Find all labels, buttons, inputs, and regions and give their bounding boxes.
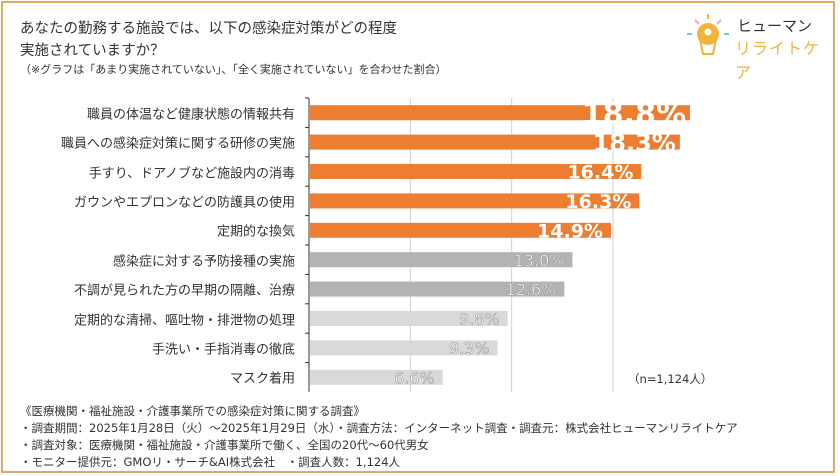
- lightbulb-logo-icon: [687, 14, 729, 55]
- question-line-1: あなたの勤務する施設では、以下の感染症対策がどの程度: [20, 21, 397, 37]
- bar: [310, 369, 443, 385]
- footer-line-3: ・モニター提供元：GMOリ・サーチ&AI株式会社 ・調査人数：1,124人: [20, 455, 401, 469]
- logo-text-2: リライトケア: [735, 39, 821, 82]
- bar: [310, 164, 642, 179]
- data-label: 18.3%: [593, 129, 676, 157]
- category-label: 定期的な換気: [216, 224, 295, 240]
- data-label: 16.4%: [567, 162, 633, 184]
- bar: [310, 105, 690, 121]
- question-note: （※グラフは「あまり実施されていない」、「全く実施されていない」を合わせた割合）: [20, 63, 447, 76]
- data-label: 16.3%: [565, 191, 631, 213]
- data-label: 18.8%: [582, 97, 686, 132]
- category-label: 職員の体温など健康状態の情報共有: [86, 107, 295, 123]
- data-label: 12.6%: [506, 280, 557, 299]
- data-label: 6.6%: [394, 368, 435, 387]
- bar: [310, 311, 508, 326]
- data-label: 14.9%: [537, 221, 603, 243]
- category-label: 感染症に対する予防接種の実施: [112, 254, 295, 270]
- logo-text-1: ヒューマン: [737, 17, 813, 35]
- category-label: 手すり、ドアノブなど施設内の消毒: [88, 166, 295, 181]
- footer-line-1: ・調査期間：2025年1月28日（火）～2025年1月29日（水）・調査方法：イ…: [20, 421, 738, 435]
- category-label: 職員への感染症対策に関する研修の実施: [60, 136, 295, 152]
- bar: [310, 222, 611, 238]
- sample-size-note: （n=1,124人）: [628, 372, 713, 386]
- bar: [310, 340, 498, 356]
- category-label: ガウンやエプロンなどの防護具の使用: [73, 195, 295, 211]
- logo: ヒューマン リライトケア: [685, 12, 825, 82]
- bar: [310, 193, 640, 209]
- bar: [310, 281, 565, 297]
- category-label: 定期的な清掃、嘔吐物・排泄物の処理: [73, 313, 295, 328]
- bar: [310, 252, 573, 268]
- footer-title: 《医療機関・福祉施設・介護事業所での感染症対策に関する調査》: [20, 404, 365, 418]
- data-label: 9.8%: [459, 310, 500, 329]
- question-line-2: 実施されていますか？: [20, 43, 165, 59]
- category-label: 手洗い・手指消毒の徹底: [151, 342, 295, 358]
- category-label: マスク着用: [229, 371, 295, 387]
- footer-line-2: ・調査対象：医療機関・福祉施設・介護事業所で働く、全国の20代～60代男女: [20, 438, 429, 452]
- category-label: 不調が見られた方の早期の隔離、治療: [73, 283, 295, 299]
- bar: [310, 134, 680, 150]
- data-label: 9.3%: [449, 339, 490, 358]
- data-label: 13.0%: [514, 251, 565, 270]
